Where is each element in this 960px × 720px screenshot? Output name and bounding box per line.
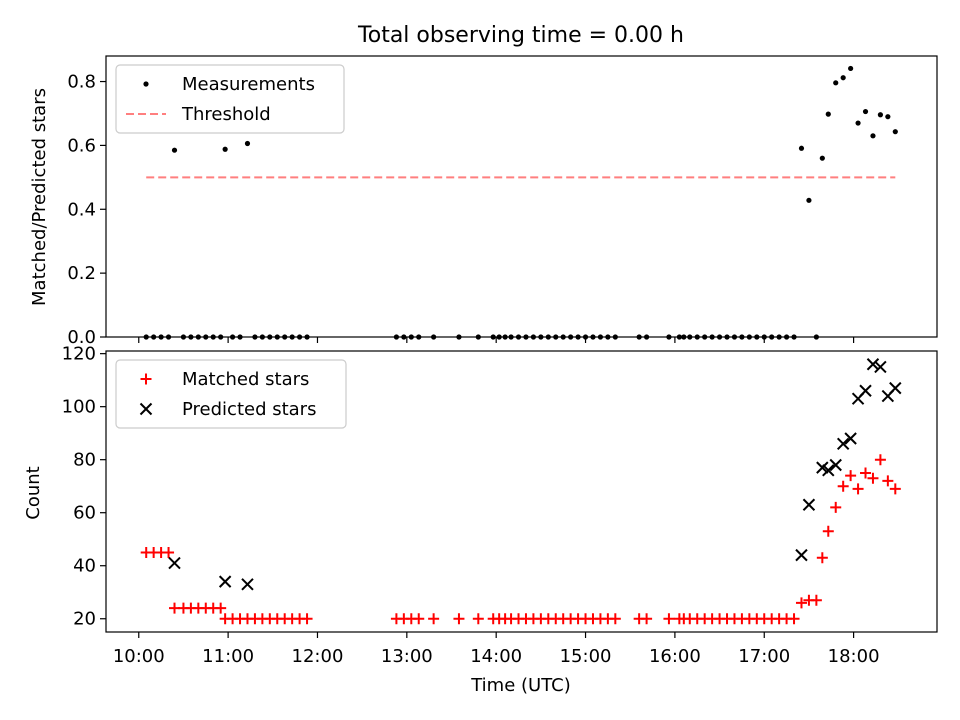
top-measurements-point [892,129,898,135]
top-subplot: 0.0 0.2 0.4 0.6 0.8 Measurements Threshold [67,55,938,348]
bottom-matched-stars-point [889,483,901,495]
top-measurements-point [244,140,251,147]
bottom-x-tick-label: 10:00 [113,646,165,667]
top-measurements-point [819,155,825,161]
bottom-matched-stars-point [830,501,842,513]
bottom-x-tick-label: 17:00 [738,646,790,667]
bottom-legend-matched-stars-swatch [140,373,152,385]
bottom-legend-box [115,359,347,429]
bottom-x-tick-label: 16:00 [649,646,701,667]
bottom-matched-stars-point [215,602,227,614]
bottom-predicted-stars-point [241,578,254,591]
bottom-axes-frame [105,350,938,633]
top-y-tick-label: 0.4 [67,199,96,220]
bottom-matched-stars-point [788,613,800,625]
bottom-predicted-stars-point [889,381,902,395]
bottom-y-axis-label: Count [23,466,44,519]
bottom-matched-stars-point [428,613,440,625]
bottom-matched-stars-point [609,613,621,625]
top-measurements-point [855,120,861,126]
bottom-legend-predicted-stars-label: Predicted stars [182,399,316,420]
chart-title: Total observing time = 0.00 h [357,23,684,48]
top-measurements-point [806,197,812,203]
bottom-matched-stars-point [472,613,484,625]
top-measurements-point [877,112,884,118]
top-legend-measurements-swatch [143,81,149,87]
bottom-legend: Matched stars Predicted stars [115,359,347,429]
bottom-matched-stars-point [845,470,857,482]
top-y-tick-label: 0.8 [67,72,96,93]
bottom-matched-stars-point [860,467,872,479]
bottom-matched-stars-point [453,613,465,625]
bottom-y-tick-label: 20 [73,609,96,630]
top-y-axis-label: Matched/Predicted stars [29,88,50,306]
bottom-matched-stars-point [641,613,653,625]
bottom-predicted-stars-point [874,360,887,374]
top-measurements-point [862,108,869,115]
top-measurements-point [798,145,805,151]
bottom-x-tick-label: 18:00 [828,646,880,667]
top-legend-threshold-label: Threshold [181,104,271,125]
bottom-plot-axes: 20 40 60 80 100 120 10:00 11:00 12:00 13:00 14:00 1… [62,344,938,667]
bottom-predicted-stars-point [218,575,232,588]
bottom-matched-stars-point [852,483,864,495]
bottom-matched-stars-point [163,546,175,558]
bottom-predicted-stars-point [866,358,880,371]
top-y-tick-label: 0.0 [67,327,96,348]
bottom-predicted-stars-point [802,498,816,511]
bottom-predicted-stars-point [795,548,808,562]
top-measurements-point [848,65,854,72]
top-plot-axes: 0.0 0.2 0.4 0.6 0.8 [67,55,938,348]
top-y-tick-label: 0.2 [67,263,96,284]
bottom-matched-stars-point [874,454,886,466]
bottom-y-tick-label: 40 [73,556,96,577]
bottom-matched-stars-point [413,613,425,625]
bottom-y-tick-label: 80 [73,450,96,471]
bottom-predicted-stars-point [836,437,850,450]
bottom-predicted-stars-point [822,464,835,477]
bottom-predicted-stars-point [859,384,872,397]
bottom-matched-stars-point [867,472,879,484]
bottom-y-tick-label: 60 [73,503,96,524]
top-measurements-point [222,146,228,152]
bottom-x-tick-label: 14:00 [470,646,522,667]
top-legend-measurements-label: Measurements [182,74,315,95]
bottom-x-tick-label: 15:00 [560,646,612,667]
top-legend-box [115,64,345,134]
bottom-predicted-stars-point [829,458,842,472]
bottom-matched-stars-point [301,613,313,625]
top-plot-marks [143,65,898,340]
bottom-matched-stars-point [810,594,822,606]
bottom-predicted-stars-point [168,556,181,570]
top-measurements-point [825,111,831,117]
top-measurements-point [870,133,876,139]
bottom-legend-predicted-stars-swatch [139,402,153,416]
top-measurements-point [833,80,839,86]
top-legend: Measurements Threshold [115,64,345,134]
bottom-legend-matched-stars-label: Matched stars [182,369,309,390]
bottom-predicted-stars-point [844,432,857,445]
x-axis-label: Time (UTC) [470,675,571,696]
bottom-matched-stars-point [822,525,834,537]
bottom-matched-stars-point [795,597,807,609]
bottom-y-tick-label: 120 [62,344,96,365]
bottom-matched-stars-point [816,552,828,564]
bottom-matched-stars-point [837,480,849,492]
top-measurements-point [840,75,846,81]
bottom-subplot: 20 40 60 80 100 120 10:00 11:00 12:00 13:00 14:00 1… [62,344,938,667]
bottom-matched-stars-point [663,613,675,625]
top-measurements-point [885,114,891,120]
bottom-y-tick-label: 100 [62,397,96,418]
top-measurements-point [171,147,178,153]
bottom-plot-marks [140,358,902,625]
bottom-x-tick-label: 12:00 [292,646,344,667]
bottom-x-tick-label: 13:00 [381,646,433,667]
bottom-x-tick-label: 11:00 [202,646,254,667]
top-y-tick-label: 0.6 [67,135,96,156]
bottom-matched-stars-point [882,475,894,487]
top-axes-frame [105,55,938,338]
